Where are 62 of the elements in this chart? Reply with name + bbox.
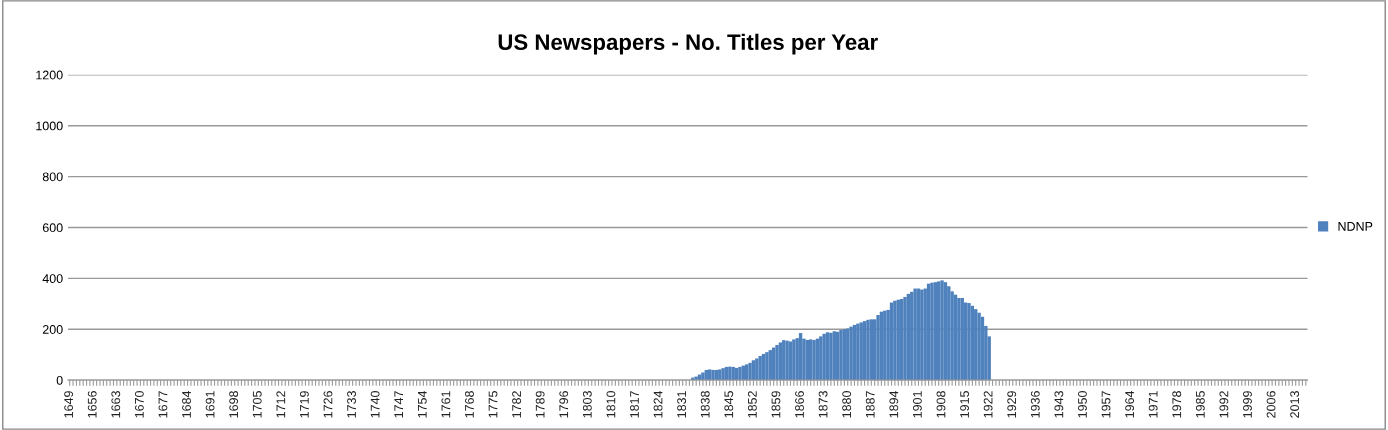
- x-tick-label: 1908: [936, 391, 946, 418]
- x-tick-label: 1873: [818, 391, 828, 418]
- x-tick-label: 1719: [299, 391, 309, 418]
- x-tick-label: 1705: [252, 391, 262, 418]
- x-tick-label: 1894: [889, 390, 899, 418]
- x-tick-label: 1838: [700, 391, 710, 418]
- x-tick-label: 1978: [1172, 391, 1182, 418]
- x-tick-label: 1880: [842, 391, 852, 418]
- x-tick-label: 1950: [1078, 391, 1087, 418]
- x-tick-label: 1733: [347, 391, 356, 418]
- x-tick-label: 1817: [630, 391, 639, 418]
- x-tick-label: 1810: [606, 391, 616, 418]
- x-tick-label: 1761: [441, 391, 451, 418]
- x-tick-label: 1999: [1243, 391, 1252, 418]
- x-tick-label: 2013: [1290, 391, 1300, 418]
- x-tick-label: 1901: [912, 391, 922, 418]
- x-tick-label: 1859: [771, 391, 781, 418]
- x-tick-label: 1922: [983, 391, 993, 418]
- y-tick-label: 0: [56, 375, 63, 385]
- x-tick-label: 1775: [488, 391, 498, 418]
- x-tick-label: 1649: [64, 391, 74, 418]
- x-tick-label: 1796: [559, 391, 569, 418]
- x-tick-label: 1782: [512, 391, 522, 418]
- x-tick-label: 1943: [1054, 391, 1064, 418]
- x-tick-label: 1831: [677, 391, 687, 418]
- y-tick-label: 600: [42, 223, 63, 233]
- x-tick-label: 1698: [229, 391, 239, 418]
- x-tick-label: 1929: [1007, 391, 1017, 418]
- x-tick-label: 1887: [865, 391, 875, 418]
- x-tick-label: 1768: [465, 391, 474, 418]
- x-tick-label: 1747: [394, 391, 404, 418]
- x-tick-label: 1656: [87, 391, 97, 418]
- y-tick-label: 1200: [36, 70, 63, 80]
- x-tick-label: 1845: [724, 391, 734, 418]
- x-tick-label: 1936: [1030, 391, 1040, 418]
- x-tick-label: 1712: [276, 391, 286, 418]
- x-tick-label: 1663: [111, 391, 121, 418]
- x-tick-label: 1852: [747, 391, 757, 418]
- x-tick-label: 1684: [182, 390, 191, 418]
- x-tick-label: 1985: [1195, 391, 1205, 418]
- x-tick-label: 1754: [417, 390, 427, 418]
- y-tick-label: 400: [42, 274, 63, 284]
- x-tick-label: 1992: [1219, 391, 1229, 418]
- y-tick-label: 800: [42, 172, 63, 182]
- x-tick-label: 1971: [1148, 391, 1158, 418]
- x-tick-label: 1803: [582, 391, 592, 418]
- x-tick-label: 1670: [134, 391, 144, 418]
- x-tick-label: 2006: [1266, 391, 1276, 418]
- x-tick-label: 1677: [158, 391, 168, 418]
- y-tick-label: 1000: [36, 121, 63, 131]
- y-tick-label: 200: [42, 325, 63, 334]
- x-tick-label: 1915: [960, 391, 969, 418]
- x-tick-label: 1957: [1101, 391, 1111, 418]
- x-tick-label: 1726: [323, 391, 333, 418]
- x-tick-label: 1964: [1125, 390, 1135, 418]
- x-tick-label: 1866: [795, 391, 804, 418]
- x-tick-label: 1740: [370, 391, 380, 418]
- chart-title: US Newspapers - No. Titles per Year: [498, 33, 878, 55]
- x-tick-label: 1789: [535, 391, 545, 418]
- x-tick-label: 1691: [205, 391, 215, 418]
- legend-label: NDNP: [1338, 222, 1373, 231]
- x-tick-label: 1824: [653, 390, 663, 418]
